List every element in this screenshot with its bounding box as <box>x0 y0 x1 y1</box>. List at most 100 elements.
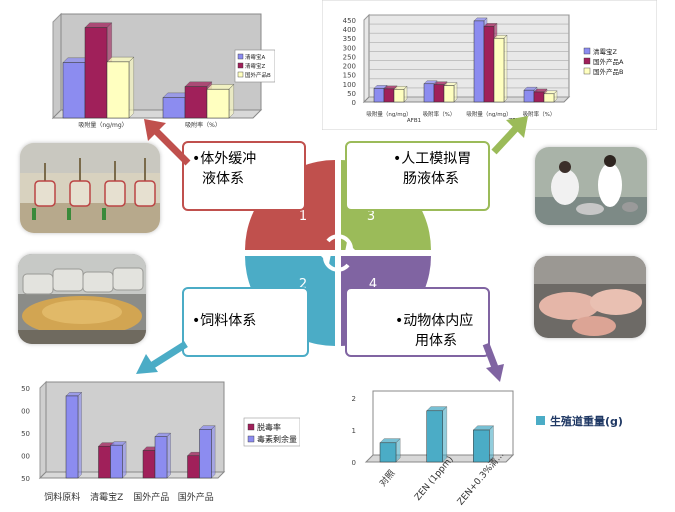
y-tick-label: 250 <box>343 53 356 61</box>
label-box-4: •动物体内应 用体系 <box>345 287 490 357</box>
category-label: 清霉宝Z <box>90 491 123 503</box>
top-right-chart: 0 50 100 150 200 250 300 350 400 450 吸附量（ng/mg） 吸附率… <box>321 0 658 131</box>
y-tick-label: 150 <box>343 72 356 80</box>
bar <box>206 88 230 119</box>
bar-side <box>503 34 508 103</box>
bar <box>493 37 505 103</box>
bar <box>184 86 208 119</box>
label-box-1: •体外缓冲 液体系 <box>182 141 306 211</box>
label-box-3-line2: 肠液体系 <box>403 171 459 187</box>
cycle-arrows-icon <box>323 234 353 272</box>
bar <box>543 93 555 103</box>
top-left-chart: 吸附量（ng/mg） 吸附率（%） 清霉宝A清霉宝Z国外产品B清霉宝A清霉宝Z国外产… <box>35 8 314 138</box>
bar <box>65 395 79 479</box>
legend-swatch <box>583 57 591 65</box>
y-tick-label: 350 <box>343 35 356 43</box>
bar <box>443 85 455 103</box>
bar <box>187 455 200 479</box>
arrow-to-bottom-left-chart-icon <box>136 341 188 374</box>
legend-swatch <box>247 435 255 443</box>
legend-swatch <box>237 53 244 60</box>
bar-side <box>122 441 127 479</box>
cycle-arrowhead-1-icon <box>345 242 355 252</box>
bar <box>110 444 123 479</box>
bar <box>383 88 395 103</box>
category-label: 吸附率（%） <box>523 110 556 118</box>
label-box-1-line2: 液体系 <box>202 171 244 187</box>
arrow-to-bottom-right-chart-icon <box>482 342 504 382</box>
bar-side <box>128 56 135 119</box>
segment-1-number: 1 <box>299 209 307 224</box>
y-tick-label: 300 <box>343 44 356 52</box>
cycle-arrowhead-2-icon <box>321 254 331 264</box>
legend-swatch <box>583 47 591 55</box>
segment-2-number: 2 <box>299 277 307 292</box>
y-tick-label: 400 <box>343 26 356 34</box>
arrow-to-top-right-chart-icon <box>491 116 528 155</box>
bar <box>423 83 435 103</box>
lab-bags-photo <box>20 143 160 233</box>
label-box-2-line1: •饲料体系 <box>192 313 257 329</box>
category-label: 国外产品 <box>133 491 169 503</box>
bar-side <box>442 406 448 463</box>
bar-side <box>77 391 82 479</box>
segment-4-number: 4 <box>369 277 377 292</box>
legend-label: 生殖道重量(g) <box>550 414 623 428</box>
legend-swatch <box>536 416 545 425</box>
bar <box>473 429 490 463</box>
lab-workers-photo-image <box>535 147 647 225</box>
label-box-4-line2: 用体系 <box>415 333 457 349</box>
label-box-2: •饲料体系 <box>182 287 309 357</box>
y-tick-label: 00 <box>21 408 30 416</box>
bar-side <box>228 83 235 119</box>
bar <box>393 88 405 103</box>
bar-side <box>166 432 171 479</box>
legend-swatch <box>247 423 255 431</box>
y-tick-label: 200 <box>343 63 356 71</box>
category-label: 吸附量（ng/mg） <box>366 110 411 118</box>
y-tick-label: 0 <box>352 99 356 107</box>
legend-label: 清霉宝Z <box>245 62 266 70</box>
legend-label: 清霉宝A <box>245 53 266 61</box>
legend-label: 毒素剩余量 <box>257 434 297 444</box>
bar <box>199 429 212 479</box>
bar <box>98 445 111 479</box>
bar-side <box>453 82 458 103</box>
bar <box>483 26 495 103</box>
segment-3-number: 3 <box>367 209 375 224</box>
category-label: 饲料原料 <box>44 491 80 503</box>
bar <box>62 62 86 119</box>
pigs-photo-image <box>534 256 646 338</box>
lab-workers-photo <box>535 147 647 225</box>
feed-pile-photo-image <box>18 254 146 344</box>
pigs-photo <box>534 256 646 338</box>
y-tick-label: 00 <box>21 453 30 461</box>
category-label: 对照 <box>377 467 398 489</box>
y-tick-label: 50 <box>21 385 30 393</box>
top-left-chart-svg: 吸附量（ng/mg） 吸附率（%） 清霉宝A清霉宝Z国外产品B清霉宝A清霉宝Z国外产… <box>51 12 314 129</box>
legend-label: 国外产品B <box>245 71 271 79</box>
label-box-4-line1: •动物体内应 <box>395 313 474 329</box>
feed-pile-photo <box>18 254 146 344</box>
legend-label: 清霉宝Z <box>593 47 618 56</box>
bar <box>433 84 445 103</box>
label-box-3: •人工模拟胃 肠液体系 <box>345 141 490 211</box>
bar <box>373 88 385 103</box>
y-tick-label: 50 <box>21 430 30 438</box>
y-tick-label: 450 <box>343 17 356 25</box>
category-label: 国外产品 <box>178 491 214 503</box>
y-tick-label: 0 <box>352 459 356 467</box>
category-group-label: AFB1 <box>407 118 421 124</box>
label-box-3-line1: •人工模拟胃 <box>393 151 472 167</box>
legend-swatch <box>237 62 244 69</box>
bar <box>473 20 485 103</box>
bar-side <box>403 85 408 103</box>
category-label: 吸附量（ng/mg） <box>466 110 511 118</box>
bar <box>106 61 130 119</box>
